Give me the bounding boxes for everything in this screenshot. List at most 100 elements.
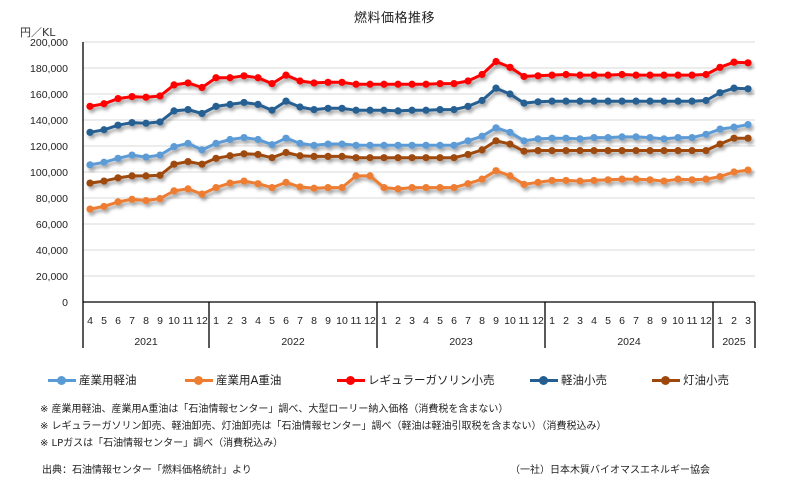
data-point [492,84,500,92]
data-point [268,106,276,114]
x-tick-label: 11 [519,315,530,327]
data-point [86,128,94,136]
data-point [716,89,724,97]
data-point [394,154,402,162]
data-point [212,184,220,192]
series-4 [86,134,752,187]
data-point [156,151,164,159]
x-tick-label: 6 [115,315,121,327]
x-tick-label: 2 [563,315,569,327]
data-point [254,100,262,108]
data-point [380,141,388,149]
data-point [632,146,640,155]
data-point [408,154,416,162]
data-point [170,81,178,89]
data-point [506,172,514,180]
data-point [660,97,668,105]
data-point [744,59,752,67]
data-point [156,195,164,203]
data-point [646,146,654,155]
data-point [170,143,178,151]
data-point [702,175,710,183]
data-point [226,179,234,187]
data-point [184,79,192,87]
data-point [142,119,150,127]
x-tick-label: 10 [168,315,180,327]
x-tick-label: 11 [351,315,362,327]
x-year-label: 2023 [449,336,473,348]
data-point [338,152,346,160]
data-point [170,107,178,115]
x-tick-label: 6 [451,315,457,327]
data-point [604,133,612,142]
data-point [604,97,612,105]
x-tick-label: 1 [213,315,219,327]
x-year-label: 2024 [617,336,641,348]
data-point [394,107,402,115]
data-point [674,175,682,183]
data-point [268,80,276,88]
data-point [674,71,682,79]
x-tick-label: 8 [311,315,317,327]
y-tick-label: 40,000 [36,245,68,257]
data-point [450,184,458,192]
data-point [506,140,514,148]
data-point [744,166,752,174]
data-point [730,134,738,142]
data-point [688,133,696,142]
data-point [590,176,598,185]
data-point [310,106,318,114]
data-point [422,154,430,162]
data-point [660,135,668,143]
data-point [730,123,738,131]
data-point [254,74,262,82]
data-point [226,100,234,108]
x-tick-label: 2 [731,315,737,327]
data-point [478,132,486,140]
data-point [660,146,668,155]
data-point [268,154,276,162]
data-point [240,72,248,80]
x-tick-label: 11 [687,315,698,327]
data-point [128,93,136,101]
data-point [660,71,668,79]
series-2 [86,57,752,110]
data-point [548,134,556,142]
x-tick-label: 12 [196,315,208,327]
data-point [436,106,444,114]
legend-marker-icon [48,375,76,385]
data-point [198,109,206,118]
data-point [702,130,710,138]
x-tick-label: 9 [157,315,163,327]
x-tick-label: 7 [633,315,639,327]
data-point [282,178,290,186]
data-point [562,134,570,142]
x-tick-label: 12 [364,315,376,327]
data-point [170,187,178,195]
data-point [142,93,150,101]
data-point [576,146,584,155]
x-tick-label: 8 [479,315,485,327]
legend-marker-icon [530,375,558,385]
x-tick-label: 4 [87,315,93,327]
data-point [212,102,220,110]
data-point [324,104,332,112]
data-point [618,97,626,105]
data-point [744,120,752,129]
data-point [548,146,556,155]
data-point [352,141,360,149]
data-point [604,71,612,79]
data-point [170,160,178,168]
data-point [394,185,402,193]
data-point [674,133,682,142]
data-point [562,176,570,185]
x-year-label: 2025 [722,336,746,348]
x-tick-label: 11 [183,315,194,327]
series-0 [86,120,752,169]
data-point [716,140,724,148]
series-1 [86,166,752,213]
line-chart: 0 20,000 40,000 60,000 80,000 100,000 120,000 1… [30,37,756,348]
data-point [226,135,234,144]
data-point [114,94,122,103]
data-point [576,177,584,185]
